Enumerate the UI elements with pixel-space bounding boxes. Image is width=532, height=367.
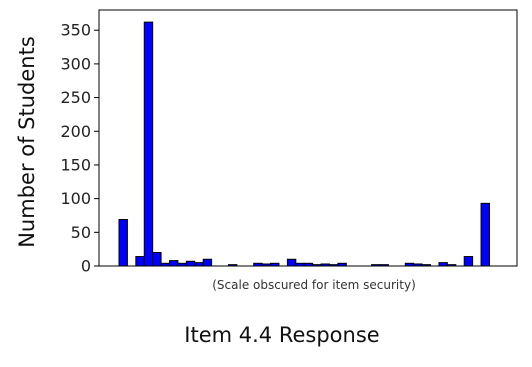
y-tick-label: 250 (60, 88, 91, 107)
y-axis: 0 50 100 150 200 250 300 350 (60, 21, 99, 276)
x-axis-note: (Scale obscured for item security) (212, 278, 416, 292)
y-tick-label: 200 (60, 122, 91, 141)
histogram-bar (135, 256, 145, 267)
histogram-bar (118, 219, 128, 267)
histogram-bar (185, 260, 196, 267)
y-axis-title: Number of Students (15, 36, 39, 248)
y-tick-label: 100 (60, 189, 91, 208)
histogram-bar (438, 262, 448, 267)
histogram-bar (286, 258, 297, 267)
histogram-bar (152, 252, 162, 267)
y-tick-label: 150 (60, 155, 91, 174)
plot-frame (98, 9, 518, 267)
histogram-bar (143, 21, 154, 267)
histogram-bar (480, 202, 490, 267)
histogram-bar (202, 258, 213, 267)
y-tick-label: 300 (60, 54, 91, 73)
histogram-bar (169, 260, 179, 267)
x-axis-title: Item 4.4 Response (184, 323, 379, 347)
y-tick-label: 0 (81, 257, 91, 276)
histogram-bar (463, 256, 474, 267)
y-tick-label: 350 (60, 21, 91, 40)
y-tick-label: 50 (71, 223, 91, 242)
bars-group (118, 21, 490, 267)
histogram-bar (194, 262, 204, 267)
